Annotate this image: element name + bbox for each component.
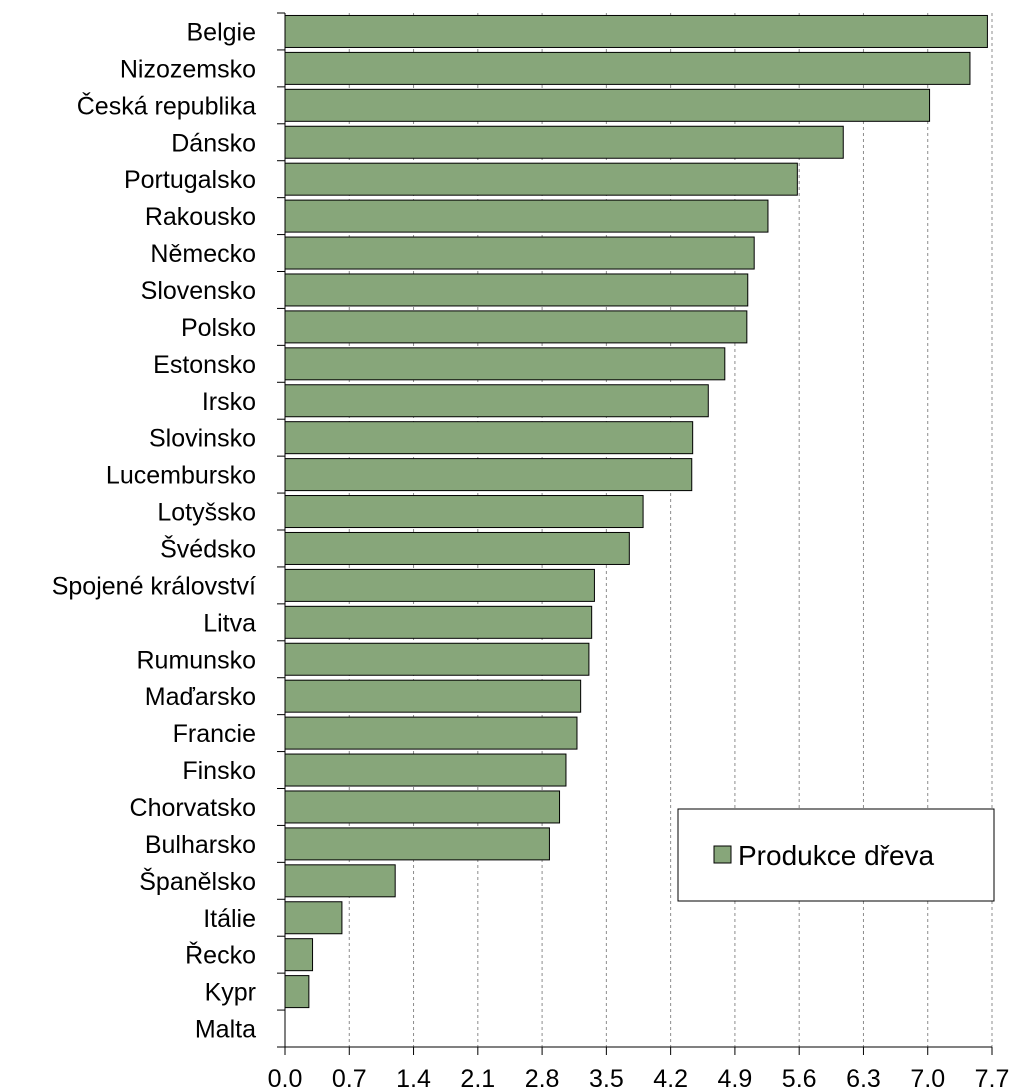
category-label: Belgie xyxy=(187,18,257,46)
bar xyxy=(284,679,582,713)
category-label: Španělsko xyxy=(139,867,256,896)
bar xyxy=(284,88,931,122)
bar xyxy=(284,864,396,898)
category-label: Česká republika xyxy=(77,91,256,120)
category-label: Rakousko xyxy=(145,203,256,231)
x-tick-label: 1,4 xyxy=(396,1065,431,1087)
x-tick-label: 0,7 xyxy=(332,1065,367,1087)
category-label: Dánsko xyxy=(171,129,256,157)
bar xyxy=(284,14,988,48)
bar xyxy=(284,790,561,824)
bar xyxy=(284,421,694,455)
bar xyxy=(284,605,593,639)
x-tick-label: 0,0 xyxy=(268,1065,303,1087)
x-tick-label: 2,1 xyxy=(460,1065,495,1087)
legend: Produkce dřeva xyxy=(677,808,995,902)
bar xyxy=(284,310,748,344)
category-label: Spojené království xyxy=(52,572,256,600)
category-label: Chorvatsko xyxy=(130,794,256,822)
category-label: Itálie xyxy=(203,905,256,933)
category-label: Francie xyxy=(173,720,256,748)
bar xyxy=(284,347,726,381)
category-label: Kypr xyxy=(205,979,256,1007)
bar xyxy=(284,716,578,750)
category-label: Irsko xyxy=(202,388,256,416)
x-tick-label: 4,2 xyxy=(653,1065,688,1087)
bar xyxy=(284,458,693,492)
x-tick-labels: 0,0 0,7 1,4 2,1 2,8 3,5 4,2 4,9 5,6 6,3 7,0 7,7 xyxy=(268,1065,1010,1087)
category-label: Estonsko xyxy=(153,351,256,379)
bar xyxy=(284,938,314,972)
category-labels: Belgie Nizozemsko Česká republika Dánsko Por… xyxy=(52,18,256,1043)
category-label: Litva xyxy=(203,609,256,637)
x-tick-label: 7,0 xyxy=(910,1065,945,1087)
bar xyxy=(284,236,755,270)
category-label: Švédsko xyxy=(160,534,256,563)
bar xyxy=(284,531,630,565)
category-label: Polsko xyxy=(181,314,256,342)
bar xyxy=(284,384,709,418)
category-label: Rumunsko xyxy=(137,646,257,674)
bars xyxy=(284,14,988,1009)
bar xyxy=(284,125,844,159)
x-tick-label: 7,7 xyxy=(975,1065,1010,1087)
axes xyxy=(277,12,993,1055)
bar xyxy=(284,753,567,787)
legend-label: Produkce dřeva xyxy=(738,840,935,871)
x-tick-label: 5,6 xyxy=(782,1065,817,1087)
category-label: Nizozemsko xyxy=(120,55,256,83)
category-label: Slovinsko xyxy=(149,425,256,453)
bar xyxy=(284,901,343,935)
x-tick-label: 6,3 xyxy=(846,1065,881,1087)
bar xyxy=(284,975,310,1009)
category-label: Německo xyxy=(150,240,256,268)
bar xyxy=(284,827,550,861)
category-label: Malta xyxy=(195,1016,256,1044)
x-tick-label: 4,9 xyxy=(718,1065,753,1087)
bar xyxy=(284,273,749,307)
bar xyxy=(284,51,971,85)
category-label: Lucembursko xyxy=(106,462,256,490)
category-label: Slovensko xyxy=(141,277,256,305)
category-label: Řecko xyxy=(185,941,256,970)
bar xyxy=(284,495,644,529)
x-tick-label: 2,8 xyxy=(525,1065,560,1087)
category-label: Bulharsko xyxy=(145,831,256,859)
category-label: Maďarsko xyxy=(145,683,256,711)
category-label: Finsko xyxy=(182,757,256,785)
bar xyxy=(284,199,769,233)
category-label: Lotyšsko xyxy=(157,499,256,527)
grid-lines xyxy=(348,13,993,1047)
legend-swatch xyxy=(713,845,732,864)
category-label: Portugalsko xyxy=(124,166,256,194)
bar xyxy=(284,162,798,196)
bar xyxy=(284,642,590,676)
x-tick-label: 3,5 xyxy=(589,1065,624,1087)
bar xyxy=(284,568,595,602)
